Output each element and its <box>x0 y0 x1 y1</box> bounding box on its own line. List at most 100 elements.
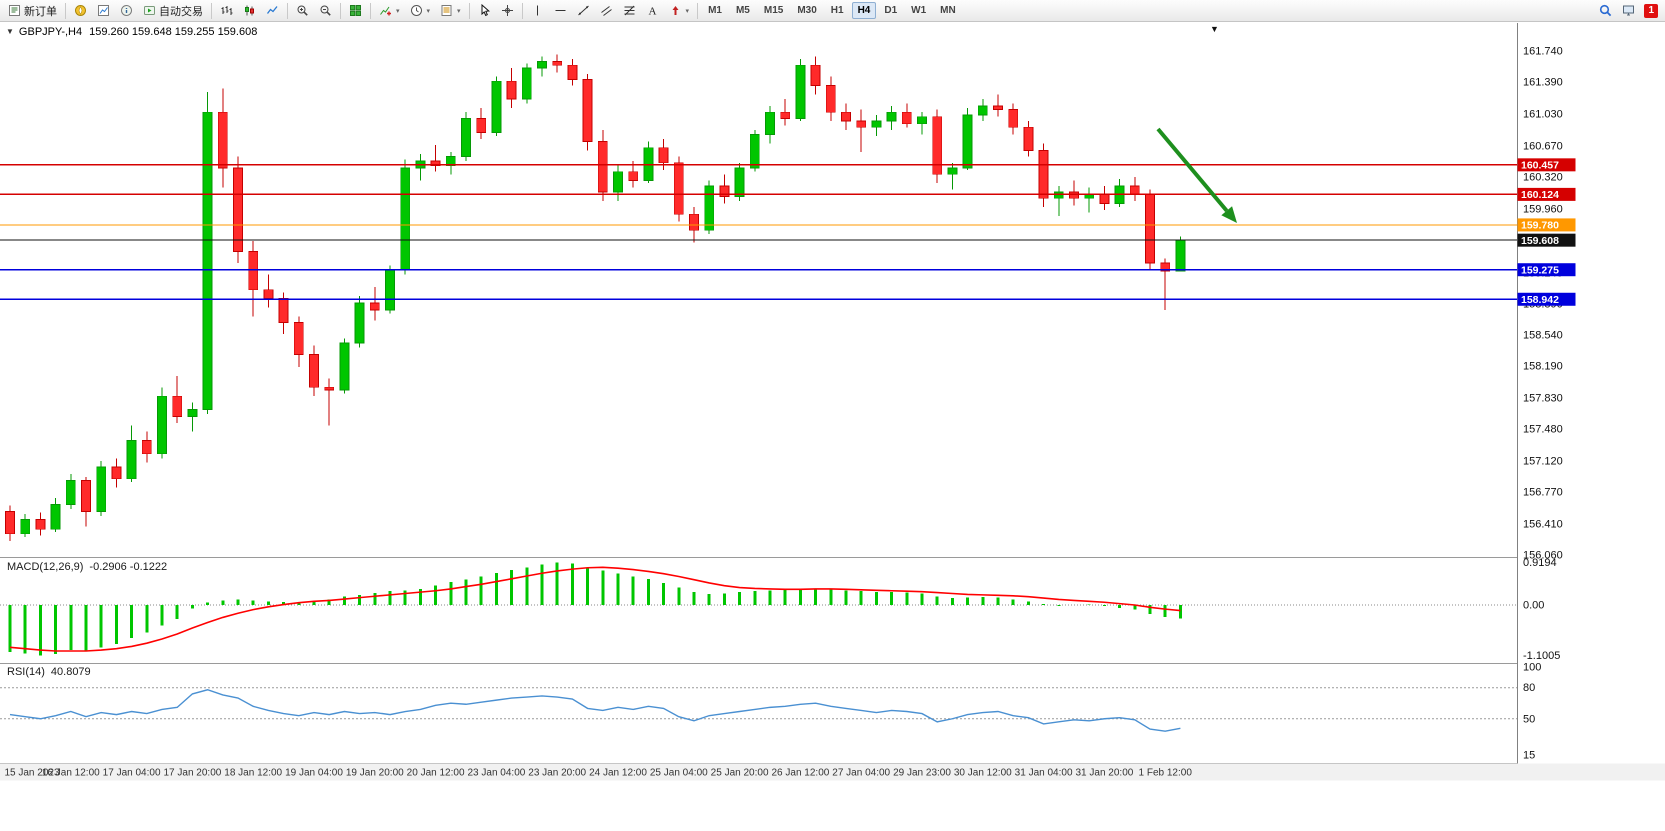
toolbar-separator <box>65 2 66 19</box>
timeframe-h4[interactable]: H4 <box>851 2 877 19</box>
price-tag-159.275: 159.275 <box>1517 263 1576 277</box>
candle <box>263 289 274 299</box>
chevron-down-icon[interactable]: ▾ <box>457 7 461 15</box>
timeframe-w1[interactable]: W1 <box>905 2 932 19</box>
candle <box>111 466 122 480</box>
candle <box>1145 194 1155 264</box>
candle <box>233 167 243 252</box>
candle <box>35 519 46 530</box>
vline-icon <box>531 4 544 17</box>
current-price-tag: 159.608 <box>1517 233 1576 247</box>
candle <box>521 67 532 100</box>
compass-icon <box>74 4 87 17</box>
svg-text:159.608: 159.608 <box>1521 235 1559 247</box>
macd-axis-label: -1.1005 <box>1523 650 1560 662</box>
candle <box>293 322 304 355</box>
charts-window-button[interactable] <box>92 1 115 21</box>
horizontal-line-tool-button[interactable] <box>549 1 572 21</box>
vertical-line-tool-button[interactable] <box>526 1 549 21</box>
zoom-in-button[interactable] <box>291 1 314 21</box>
candle <box>1038 149 1049 199</box>
rsi-panel-label: RSI(14) 40.8079 <box>7 666 91 678</box>
tile-windows-button[interactable] <box>344 1 367 21</box>
candle <box>825 85 836 113</box>
cursor-button[interactable] <box>473 1 496 21</box>
candle <box>886 111 897 122</box>
candle <box>445 156 456 166</box>
candle <box>50 504 61 530</box>
arrows-tool-button[interactable]: ▾ <box>664 1 695 21</box>
trend-arrow[interactable] <box>1156 127 1237 223</box>
text-tool-button[interactable]: A <box>641 1 664 21</box>
market-watch-button[interactable] <box>115 1 138 21</box>
price-axis[interactable]: 161.740 161.390 161.030 160.670 160.320 159.9… <box>1517 23 1665 764</box>
macd-values: -0.2906 -0.1222 <box>89 561 168 573</box>
chevron-down-icon[interactable]: ▾ <box>685 7 690 15</box>
channel-icon <box>600 4 613 17</box>
candle <box>977 105 988 116</box>
candle <box>993 105 1003 110</box>
candle <box>734 167 745 197</box>
new-order-label: 新订单 <box>24 5 57 18</box>
candle <box>749 134 760 169</box>
candle <box>20 519 31 535</box>
timeframe-d1[interactable]: D1 <box>878 2 903 19</box>
candle <box>81 480 91 512</box>
chart-title: ▼ GBPJPY-,H4 159.260 159.648 159.255 159.6… <box>6 26 257 38</box>
periods-button[interactable]: ▾ <box>405 1 436 21</box>
chevron-down-icon[interactable]: ▾ <box>426 7 431 15</box>
notifications-badge[interactable]: 1 <box>1644 3 1658 18</box>
timeframe-m30[interactable]: M30 <box>791 2 822 19</box>
bar-chart-mode-button[interactable] <box>215 1 238 21</box>
trendline-tool-button[interactable] <box>572 1 595 21</box>
bar-chart-icon <box>220 4 233 17</box>
chart-shift-marker[interactable]: ▼ <box>1210 24 1219 34</box>
chart-symbol-period: GBPJPY-,H4 <box>18 26 83 38</box>
line-chart-mode-button[interactable] <box>261 1 284 21</box>
candle <box>1053 191 1064 199</box>
zoom-out-button[interactable] <box>314 1 337 21</box>
timeframe-m5[interactable]: M5 <box>730 2 756 19</box>
timeframe-m1[interactable]: M1 <box>702 2 728 19</box>
tile-windows-icon <box>349 4 362 17</box>
line-chart-icon <box>266 4 279 17</box>
autotrading-button[interactable]: 自动交易 <box>138 1 208 21</box>
chevron-down-icon[interactable]: ▾ <box>396 7 400 15</box>
new-order-button[interactable]: 新订单 <box>3 1 62 21</box>
compass-button[interactable] <box>69 1 92 21</box>
chart-canvas[interactable]: 161.740 161.390 161.030 160.670 160.320 159.9… <box>0 23 1665 831</box>
timeframe-h1[interactable]: H1 <box>825 2 850 19</box>
candlestick-mode-button[interactable] <box>238 1 261 21</box>
svg-text:159.780: 159.780 <box>1521 220 1559 232</box>
monitor-button[interactable] <box>1617 1 1640 21</box>
candle <box>141 440 152 455</box>
templates-icon <box>440 4 453 17</box>
search-icon <box>1599 4 1612 17</box>
expand-caret-icon[interactable]: ▼ <box>6 27 14 36</box>
candle <box>537 61 547 69</box>
date-axis-label: 17 Jan 04:00 <box>103 768 161 779</box>
zoom-in-icon <box>296 4 309 17</box>
indicators-button[interactable]: ▾ <box>374 1 405 21</box>
chart-window: 161.740 161.390 161.030 160.670 160.320 159.9… <box>0 23 1665 831</box>
candle <box>400 167 411 270</box>
rsi-value: 40.8079 <box>50 666 91 678</box>
zoom-out-icon <box>319 4 332 17</box>
candle <box>795 64 806 119</box>
timeframe-m15[interactable]: M15 <box>758 2 789 19</box>
candle <box>1069 191 1079 199</box>
crosshair-button[interactable] <box>496 1 519 21</box>
candle <box>309 354 319 388</box>
candle <box>1129 185 1140 196</box>
channel-tool-button[interactable] <box>595 1 618 21</box>
search-button[interactable] <box>1594 1 1617 21</box>
fibonacci-icon <box>623 4 636 17</box>
candle <box>932 116 943 175</box>
templates-button[interactable]: ▾ <box>435 1 466 21</box>
timeframe-mn[interactable]: MN <box>934 2 962 19</box>
candle <box>461 118 471 157</box>
svg-text:159.275: 159.275 <box>1521 265 1559 277</box>
monitor-icon <box>1622 4 1635 17</box>
fibonacci-tool-button[interactable] <box>618 1 641 21</box>
